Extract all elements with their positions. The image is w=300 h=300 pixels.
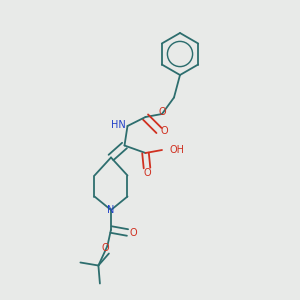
Text: O: O [160,125,168,136]
Text: O: O [143,167,151,178]
Text: O: O [101,243,109,254]
Text: O: O [158,106,166,117]
Text: HN: HN [111,119,126,130]
Text: OH: OH [169,145,184,155]
Text: N: N [107,205,115,215]
Text: O: O [129,227,137,238]
